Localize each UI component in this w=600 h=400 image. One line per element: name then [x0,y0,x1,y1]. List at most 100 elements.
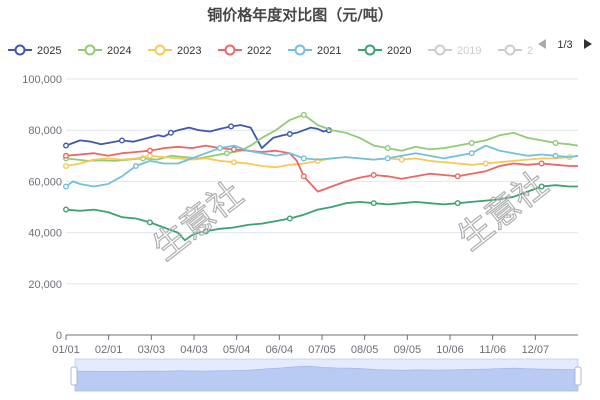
data-point [132,163,139,170]
legend-item-2023[interactable]: 2023 [148,44,201,57]
data-point [202,228,209,235]
zoom-handle-left[interactable] [70,366,78,386]
x-tick-label: 10/06 [436,344,464,356]
data-point [146,147,153,154]
data-point [454,200,461,207]
data-point [286,131,293,138]
data-point [482,160,489,167]
x-tick-label: 09/05 [394,344,422,356]
data-point [370,171,377,178]
data-point [167,129,174,136]
series-line-2024 [65,113,579,162]
data-point [286,215,293,222]
data-point [468,139,475,146]
y-tick-label: 80,000 [28,125,62,137]
data-point [300,111,307,118]
legend-label: 2020 [387,45,411,57]
legend-marker-icon [14,44,26,56]
data-point [63,183,70,190]
data-point [300,173,307,180]
y-tick-label: 60,000 [28,176,62,188]
series-line-2022 [65,144,578,193]
x-tick-label: 02/01 [95,344,123,356]
legend-marker-icon [294,44,306,56]
data-point [384,155,391,162]
data-point [146,152,153,159]
legend-item-2024[interactable]: 2024 [78,44,131,57]
y-tick-label: 0 [56,330,62,342]
y-tick-label: 100,000 [22,74,62,86]
data-point [216,145,223,152]
x-tick-label: 05/04 [223,344,251,356]
legend: 2025 2024 2023 2022 2021 2020 2019 2 [8,44,533,57]
data-point [538,160,545,167]
x-tick-label: 12/07 [522,344,550,356]
y-axis: 0 20,000 40,000 60,000 80,000 100,000 [22,74,62,342]
data-point [468,150,475,157]
data-point [118,137,125,144]
legend-marker-icon [154,44,166,56]
series-layer [63,111,579,242]
x-tick-label: 06/04 [266,344,294,356]
x-tick-label: 08/05 [351,344,379,356]
watermark-left: 生意社 [146,174,251,268]
data-point [552,152,559,159]
legend-label: 2 [527,45,533,57]
data-point [398,156,405,163]
legend-item-2[interactable]: 2 [498,44,533,57]
legend-label: 2023 [177,45,201,57]
data-point [230,146,237,153]
legend-item-2021[interactable]: 2021 [288,44,341,57]
data-point [454,173,461,180]
legend-item-2025[interactable]: 2025 [8,44,61,57]
legend-pager: 1/3 [538,39,592,51]
data-point [230,159,237,166]
data-point [228,123,235,130]
series-2020 [63,183,578,242]
legend-marker-icon [224,44,236,56]
legend-marker-icon [364,44,376,56]
legend-prev-icon[interactable] [538,39,546,49]
data-point [63,206,70,213]
data-zoom[interactable] [70,358,582,392]
series-2024 [63,111,579,162]
chart-title: 铜价格年度对比图（元/吨） [207,6,392,24]
legend-label: 2021 [317,45,341,57]
data-point [300,155,307,162]
data-point [223,150,230,157]
legend-label: 2019 [457,45,481,57]
zoom-handle-right[interactable] [574,366,582,386]
legend-item-2022[interactable]: 2022 [218,44,271,57]
x-tick-label: 03/03 [138,344,166,356]
legend-item-2020[interactable]: 2020 [358,44,411,57]
series-2025 [63,123,332,149]
zoom-preview-area [74,365,579,392]
x-tick-label: 11/06 [479,344,506,356]
y-tick-label: 20,000 [28,279,62,291]
legend-page-label: 1/3 [557,39,572,51]
data-point [63,142,70,149]
x-tick-label: 04/03 [180,344,208,356]
data-point [146,219,153,226]
y-tick-label: 40,000 [28,228,62,240]
data-point [63,152,70,159]
series-line-2020 [65,184,578,242]
legend-marker-icon [84,44,96,56]
series-line-2025 [65,124,330,149]
series-2022 [63,144,578,193]
legend-marker-icon [434,44,446,56]
zoom-selection[interactable] [75,359,578,391]
legend-label: 2024 [107,45,131,57]
x-tick-label: 07/05 [308,344,336,356]
legend-label: 2022 [247,45,271,57]
data-point [552,139,559,146]
x-axis: 01/01 02/01 03/03 04/03 05/04 06/04 07/05 08/05… [52,335,549,356]
data-point [384,145,391,152]
legend-next-icon[interactable] [584,39,592,49]
legend-marker-icon [504,44,516,56]
series-line-2021 [65,144,579,188]
legend-item-2019[interactable]: 2019 [428,44,481,57]
x-tick-label: 01/01 [52,344,80,356]
data-point [63,163,70,170]
watermark-right: 生意社 [451,164,556,258]
